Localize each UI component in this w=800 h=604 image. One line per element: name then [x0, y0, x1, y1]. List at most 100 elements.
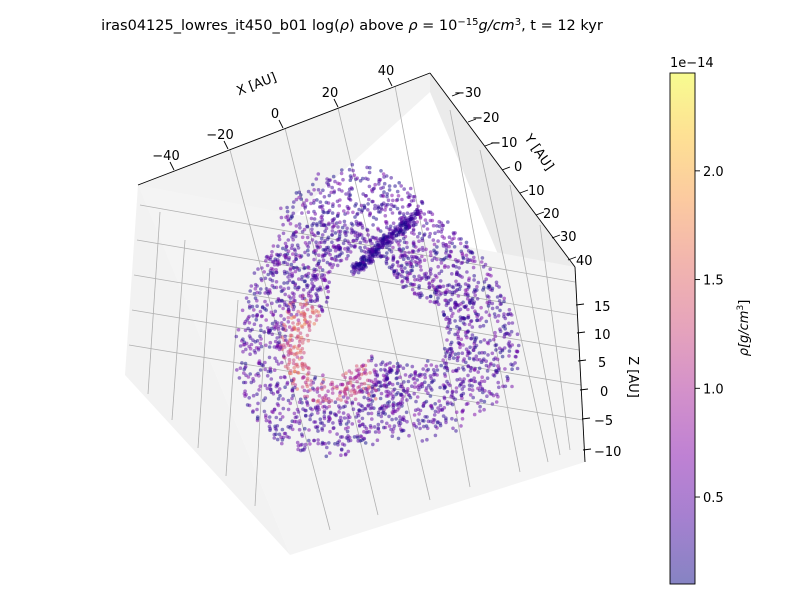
- scatter-point: [384, 261, 389, 266]
- scatter-point: [300, 235, 305, 240]
- scatter-point: [322, 240, 327, 245]
- scatter-point: [492, 357, 496, 362]
- scatter-point: [248, 289, 252, 293]
- scatter-point: [344, 256, 349, 261]
- scatter-point: [296, 309, 301, 314]
- scatter-point: [388, 368, 393, 373]
- scatter-point: [356, 234, 360, 239]
- scatter-point: [292, 247, 297, 252]
- scatter-point: [432, 248, 436, 253]
- scatter-point: [331, 263, 336, 267]
- scatter-point: [480, 256, 485, 260]
- scatter-point: [318, 421, 323, 425]
- scatter-point: [305, 307, 310, 312]
- scatter-point: [285, 303, 289, 308]
- scatter-point: [467, 322, 472, 327]
- scatter-point: [470, 325, 475, 329]
- scatter-point: [288, 371, 292, 376]
- scatter-point: [267, 384, 272, 388]
- scatter-point: [444, 416, 448, 421]
- scatter-point: [450, 272, 454, 276]
- scatter-point: [456, 329, 461, 334]
- scatter-point: [376, 210, 381, 214]
- scatter-point: [256, 401, 260, 406]
- scatter-point: [451, 426, 455, 431]
- scatter-point: [380, 207, 384, 212]
- scatter-point: [306, 253, 311, 257]
- z-axis: 15 10 5 0 −5 −10 Z [AU]: [575, 300, 640, 460]
- scatter-point: [277, 387, 282, 391]
- scatter-point: [360, 438, 364, 443]
- scatter-point: [349, 221, 354, 226]
- scatter-point: [445, 402, 450, 406]
- scatter-point: [300, 361, 305, 366]
- scatter-point: [351, 384, 356, 388]
- grid-line: [229, 149, 331, 531]
- scatter-point: [413, 278, 417, 282]
- scatter-point: [287, 360, 292, 365]
- scatter-point: [252, 271, 257, 275]
- scatter-point: [511, 363, 515, 367]
- scatter-point: [450, 284, 455, 289]
- scatter-point: [461, 380, 466, 384]
- scatter-point: [460, 387, 465, 391]
- scatter-point: [431, 223, 436, 228]
- scatter-point: [325, 445, 329, 450]
- scatter-point: [468, 369, 473, 373]
- scatter-point: [351, 266, 356, 270]
- scatter-point: [283, 241, 288, 246]
- scatter-point: [469, 319, 473, 324]
- scatter-point: [368, 238, 372, 242]
- scatter-point: [490, 351, 495, 356]
- scatter-point: [463, 288, 468, 293]
- scatter-point: [274, 280, 279, 284]
- scatter-point: [281, 246, 285, 251]
- scatter-point: [324, 300, 329, 304]
- scatter-point: [454, 386, 459, 390]
- scatter-point: [238, 344, 243, 348]
- scatter-point: [466, 285, 471, 290]
- scatter-point: [303, 250, 307, 255]
- scatter-point: [274, 359, 279, 364]
- scatter-point: [429, 419, 433, 424]
- scatter-point: [297, 222, 302, 226]
- scatter-point: [382, 190, 386, 194]
- colorbar-gradient: [670, 73, 695, 584]
- scatter-point: [418, 264, 423, 269]
- scatter-point: [304, 298, 308, 303]
- scatter-point: [275, 383, 279, 387]
- scatter-point: [382, 181, 387, 186]
- scatter-point: [380, 419, 384, 424]
- scatter-point: [336, 211, 341, 216]
- scatter-point: [297, 400, 302, 405]
- scatter-point: [282, 317, 287, 322]
- scatter-point: [259, 328, 263, 333]
- scatter-point: [488, 391, 493, 396]
- scatter-point: [390, 393, 394, 397]
- scatter-point: [365, 228, 370, 233]
- scatter-point: [399, 267, 404, 272]
- scatter-point: [305, 224, 310, 229]
- scatter-point: [251, 409, 255, 413]
- scatter-point: [337, 203, 342, 208]
- scatter-point: [378, 407, 382, 411]
- scatter-point: [404, 240, 409, 245]
- scatter-point: [264, 259, 268, 263]
- scatter-point: [288, 401, 293, 406]
- scatter-point: [273, 309, 278, 314]
- scatter-point: [391, 427, 396, 431]
- scatter-point: [423, 372, 427, 377]
- scatter-point: [486, 285, 490, 290]
- scatter-point: [379, 414, 384, 419]
- scatter-point: [254, 317, 259, 322]
- scatter-point: [290, 214, 294, 218]
- scatter-point: [432, 285, 437, 290]
- scatter-point: [414, 245, 418, 249]
- scatter-point: [279, 375, 283, 380]
- scatter-point: [298, 331, 303, 336]
- scatter-point: [321, 223, 325, 227]
- scatter-point: [330, 233, 334, 237]
- scatter-point: [296, 318, 301, 323]
- scatter-point: [386, 202, 390, 207]
- scatter-point: [294, 252, 298, 257]
